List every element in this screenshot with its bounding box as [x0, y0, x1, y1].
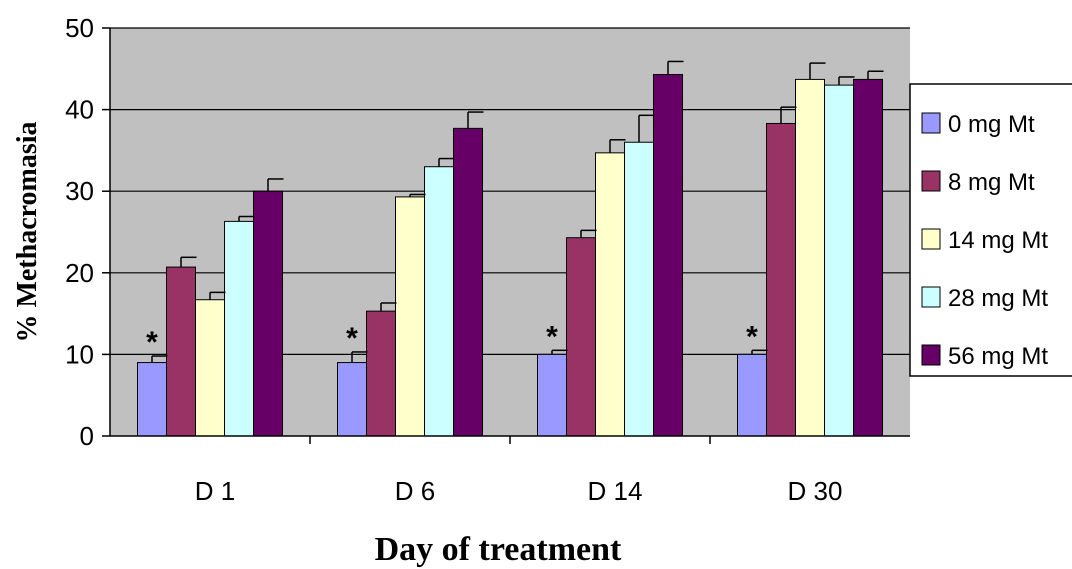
y-tick-label: 0 [80, 421, 94, 451]
bar [224, 220, 254, 437]
bar [453, 127, 483, 437]
bar [566, 237, 596, 437]
bar [653, 74, 683, 437]
y-axis-ticks: 0 10 20 30 40 50 [65, 13, 110, 451]
bar [137, 362, 167, 437]
bar [795, 78, 825, 437]
bar [166, 266, 196, 437]
y-tick-label: 50 [65, 13, 94, 43]
y-tick-label: 10 [65, 339, 94, 369]
legend-label: 0 mg Mt [948, 111, 1035, 138]
significance-star: * [346, 322, 358, 355]
legend-swatch [921, 228, 941, 250]
x-axis-title: Day of treatment [375, 531, 622, 568]
legend-swatch [921, 286, 941, 308]
significance-star: * [546, 320, 558, 353]
y-tick-label: 30 [65, 176, 94, 206]
bar-series [137, 74, 883, 437]
bar [195, 299, 225, 437]
bar [253, 190, 283, 437]
legend-swatch [921, 112, 941, 134]
legend-swatch [921, 344, 941, 366]
legend: 0 mg Mt 8 mg Mt 14 mg Mt 28 mg Mt 56 mg Mt [909, 83, 1072, 377]
bar [337, 362, 367, 437]
x-tick-label: D 14 [588, 476, 643, 506]
legend-label: 14 mg Mt [948, 227, 1048, 254]
x-tick-label: D 6 [395, 476, 435, 506]
legend-swatch [921, 170, 941, 192]
legend-label: 56 mg Mt [948, 343, 1048, 370]
bar [824, 84, 854, 437]
x-axis-ticks: D 1 D 6 D 14 D 30 [195, 436, 843, 506]
bar [737, 353, 767, 437]
y-tick-label: 20 [65, 258, 94, 288]
bar [366, 310, 396, 437]
bar [424, 166, 454, 437]
bar [395, 196, 425, 437]
bar [853, 78, 883, 437]
bar [537, 353, 567, 437]
significance-star: * [146, 326, 158, 359]
significance-markers: * * * * [146, 320, 758, 359]
x-tick-label: D 30 [788, 476, 843, 506]
bar [595, 152, 625, 437]
significance-star: * [746, 320, 758, 353]
x-tick-label: D 1 [195, 476, 235, 506]
bar [624, 141, 654, 437]
y-tick-label: 40 [65, 95, 94, 125]
legend-label: 8 mg Mt [948, 169, 1035, 196]
legend-label: 28 mg Mt [948, 285, 1048, 312]
error-bars [151, 60, 884, 363]
y-axis-title: % Methacromasia [12, 121, 43, 342]
bar [766, 122, 796, 437]
